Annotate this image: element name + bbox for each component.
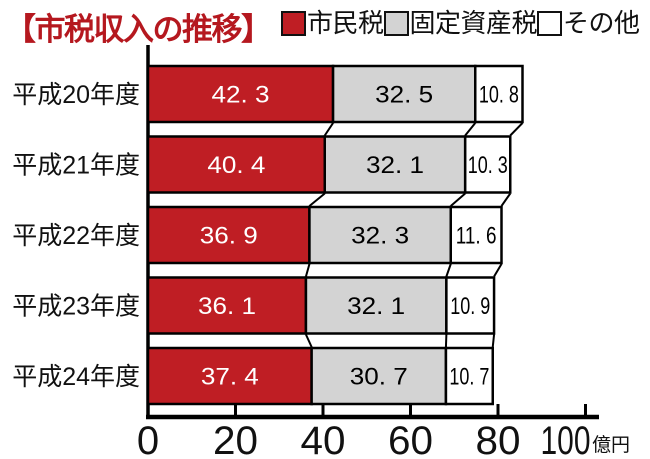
bar-segment-2-row-4 — [444, 346, 494, 406]
x-axis-unit-label: 億円 — [592, 434, 630, 456]
x-axis-tick-label: 100 — [541, 419, 591, 459]
bar-segment-1-row-1 — [323, 135, 467, 194]
chart-title: 【市税収入の推移】 — [5, 12, 272, 47]
connector-line — [493, 263, 503, 278]
bar-value-label: 10. 8 — [479, 82, 519, 109]
bar-value-label: 42. 3 — [212, 82, 270, 109]
connector-line — [491, 334, 496, 348]
legend: 市民税 固定資産税 その他 — [281, 10, 640, 36]
bar-value-label: 37. 4 — [201, 364, 259, 391]
bar-value-label: 10. 9 — [450, 293, 490, 320]
connector-line — [445, 263, 452, 277]
category-label: 平成23年度 — [12, 293, 140, 321]
bar-segment-1-row-3 — [304, 276, 448, 335]
legend-label: 固定資産税 — [409, 8, 538, 38]
bar-segment-2-row-0 — [474, 64, 524, 124]
connector-line — [509, 122, 524, 137]
bar-value-label: 36. 9 — [200, 223, 258, 250]
x-axis-tick-label: 80 — [476, 419, 521, 459]
legend-label: その他 — [563, 8, 640, 38]
category-label: 平成22年度 — [12, 222, 140, 250]
bar-value-label: 32. 5 — [375, 82, 433, 109]
category-label: 平成21年度 — [12, 152, 140, 180]
connector-line — [304, 263, 311, 277]
legend-swatch-icon — [281, 10, 306, 36]
legend-swatch-icon — [537, 10, 563, 36]
bar-value-label: 10. 7 — [449, 364, 489, 391]
bar-value-label: 10. 3 — [468, 152, 508, 179]
x-axis-tick-label: 0 — [137, 419, 159, 459]
bar-value-label: 36. 1 — [198, 293, 256, 320]
bar-segment-2-row-3 — [445, 276, 496, 335]
x-axis-tick-label: 60 — [388, 419, 433, 459]
bar-segment-0-row-0 — [146, 64, 335, 124]
connector-line — [323, 122, 334, 137]
legend-item-1: 固定資産税 — [383, 8, 538, 38]
legend-item-2: その他 — [537, 10, 640, 36]
bar-value-label: 40. 4 — [207, 152, 265, 179]
legend-swatch-icon — [383, 10, 409, 36]
legend-label: 市民税 — [307, 8, 384, 38]
category-label: 平成20年度 — [12, 81, 140, 109]
bar-value-label: 32. 1 — [366, 152, 424, 179]
bar-value-label: 30. 7 — [350, 364, 408, 391]
connector-line — [450, 192, 466, 207]
legend-item-0: 市民税 — [281, 10, 384, 36]
connector-line — [308, 192, 326, 207]
connector-line — [500, 192, 512, 207]
x-axis-tick-label: 20 — [213, 419, 258, 459]
x-axis-tick-label: 40 — [301, 419, 346, 459]
category-label: 平成24年度 — [12, 363, 140, 391]
bar-value-label: 32. 3 — [351, 223, 409, 250]
connector-line — [464, 122, 477, 137]
bar-segment-2-row-1 — [463, 135, 512, 194]
bar-segment-0-row-1 — [146, 135, 326, 194]
bar-value-label: 32. 1 — [347, 293, 405, 320]
bar-segment-0-row-2 — [146, 205, 311, 265]
connector-line — [305, 334, 313, 348]
bar-segment-2-row-2 — [449, 205, 503, 265]
bar-segment-1-row-0 — [331, 64, 477, 124]
bar-segment-1-row-2 — [308, 205, 452, 265]
bar-value-label: 11. 6 — [456, 223, 497, 250]
